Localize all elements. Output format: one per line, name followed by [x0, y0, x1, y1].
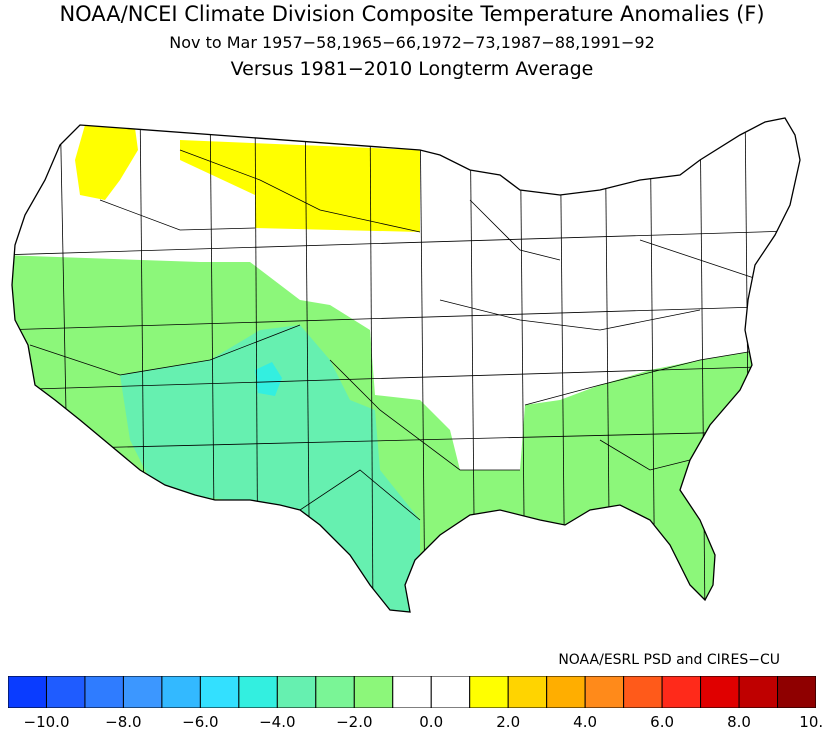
- legend-color-swatch: [623, 676, 663, 708]
- map-title: NOAA/NCEI Climate Division Composite Tem…: [59, 2, 765, 26]
- legend-color-swatch: [430, 676, 471, 708]
- legend-color-swatch: [700, 676, 740, 708]
- legend-tick-label: 2.0: [496, 713, 521, 731]
- legend-tick-label: −10.0: [23, 713, 70, 731]
- legend-color-swatch: [199, 676, 240, 708]
- legend-color-swatch: [584, 676, 625, 708]
- legend-color-swatch: [84, 676, 124, 708]
- legend-color-swatch: [546, 676, 586, 708]
- legend-tick-label: −2.0: [336, 713, 373, 731]
- map-subtitle-baseline: Versus 1981−2010 Longterm Average: [230, 58, 594, 80]
- legend-tick-label: 6.0: [650, 713, 675, 731]
- legend-color-swatch: [276, 676, 317, 708]
- map-subtitle-period: Nov to Mar 1957−58,1965−66,1972−73,1987−…: [169, 33, 655, 52]
- legend-tick-label: 4.0: [573, 713, 598, 731]
- legend-color-swatch: [8, 676, 47, 708]
- legend-tick-label: −4.0: [259, 713, 296, 731]
- legend-color-swatch: [392, 676, 432, 708]
- legend-color-swatch: [661, 676, 702, 708]
- cool-anomaly-southwest: [120, 325, 420, 612]
- legend-color-swatch: [238, 676, 278, 708]
- legend-color-swatch: [315, 676, 355, 708]
- strong-cool-pocket: [255, 362, 282, 396]
- legend-color-swatch: [469, 676, 509, 708]
- warm-anomaly-northern-plains: [180, 140, 420, 232]
- legend-color-swatch: [777, 676, 816, 708]
- legend-color-swatch: [161, 676, 201, 708]
- us-climate-division-map: [11, 117, 801, 613]
- legend-tick-label: 8.0: [727, 713, 751, 731]
- credit-label: NOAA/ESRL PSD and CIRES−CU: [558, 652, 780, 668]
- legend-tick-label: 0.0: [419, 713, 444, 731]
- legend-color-swatch: [45, 676, 86, 708]
- legend-colorbar: [8, 676, 816, 708]
- anomaly-fill-layer: [12, 118, 800, 612]
- legend-tick-label: −6.0: [182, 713, 219, 731]
- legend-tick-label: −8.0: [105, 713, 142, 731]
- legend-color-swatch: [122, 676, 163, 708]
- legend-color-swatch: [738, 676, 779, 708]
- legend-tick-label: 10.0: [799, 713, 824, 731]
- legend-color-swatch: [507, 676, 548, 708]
- legend-color-swatch: [353, 676, 394, 708]
- warm-anomaly-northwest: [75, 125, 138, 200]
